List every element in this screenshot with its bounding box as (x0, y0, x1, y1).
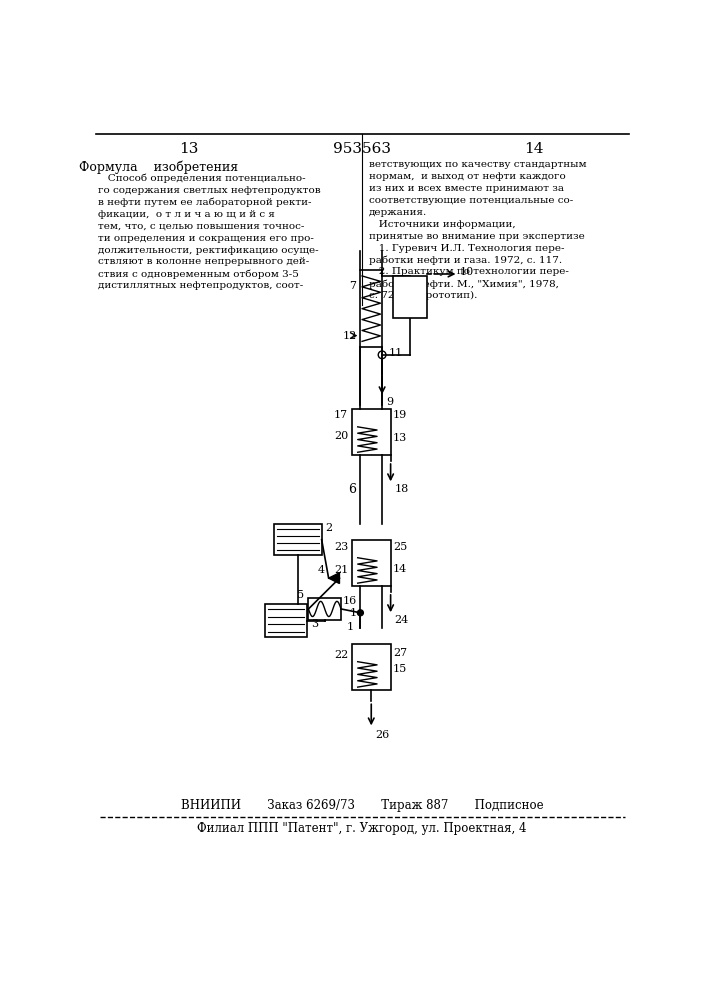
Text: 24: 24 (395, 615, 409, 625)
Text: соответствующие потенциальные со-: соответствующие потенциальные со- (369, 196, 573, 205)
Text: 6: 6 (349, 483, 356, 496)
Text: 20: 20 (334, 431, 348, 441)
Text: 15: 15 (393, 664, 407, 674)
Text: Источники информации,: Источники информации, (369, 220, 515, 229)
Text: 9: 9 (386, 397, 393, 407)
Text: 1: 1 (349, 608, 356, 618)
Text: с. 72-73 (прототип).: с. 72-73 (прототип). (369, 291, 477, 300)
Text: 1: 1 (347, 622, 354, 632)
Text: 27: 27 (393, 648, 407, 658)
Text: 16: 16 (342, 596, 356, 606)
Text: 2: 2 (325, 523, 333, 533)
Text: 8: 8 (416, 292, 423, 302)
Text: 23: 23 (334, 542, 348, 552)
Text: 953563: 953563 (333, 142, 391, 156)
Text: 17: 17 (334, 410, 348, 420)
Text: ти определения и сокращения его про-: ти определения и сокращения его про- (98, 234, 313, 243)
Bar (274, 524, 322, 555)
Bar (352, 644, 391, 690)
Text: 14: 14 (525, 142, 544, 156)
Text: дистиллятных нефтепродуктов, соот-: дистиллятных нефтепродуктов, соот- (98, 281, 303, 290)
Text: из них и всех вместе принимают за: из них и всех вместе принимают за (369, 184, 564, 193)
Text: держания.: держания. (369, 208, 427, 217)
Text: 3: 3 (311, 619, 318, 629)
Bar (308, 598, 341, 620)
Text: в нефти путем ее лабораторной ректи-: в нефти путем ее лабораторной ректи- (98, 198, 311, 207)
Bar (264, 604, 308, 637)
Text: ствия с одновременным отбором 3-5: ствия с одновременным отбором 3-5 (98, 269, 298, 279)
Text: 5: 5 (298, 590, 305, 600)
Text: работки нефти и газа. 1972, с. 117.: работки нефти и газа. 1972, с. 117. (369, 256, 562, 265)
Text: Способ определения потенциально-: Способ определения потенциально- (98, 174, 305, 183)
Text: Филиал ППП "Патент", г. Ужгород, ул. Проектная, 4: Филиал ППП "Патент", г. Ужгород, ул. Про… (197, 822, 527, 835)
Text: ствляют в колонне непрерывного дей-: ствляют в колонне непрерывного дей- (98, 257, 309, 266)
Text: 13: 13 (393, 433, 407, 443)
Text: 13: 13 (180, 142, 199, 156)
Polygon shape (329, 573, 339, 584)
Text: 21: 21 (334, 565, 348, 575)
Circle shape (357, 610, 363, 616)
Text: 4: 4 (317, 565, 325, 575)
Text: 1. Гуревич И.Л. Технология пере-: 1. Гуревич И.Л. Технология пере- (369, 244, 564, 253)
Text: ВНИИПИ       Заказ 6269/73       Тираж 887       Подписное: ВНИИПИ Заказ 6269/73 Тираж 887 Подписное (180, 799, 543, 812)
Bar (352, 540, 391, 586)
Bar (361, 270, 382, 347)
Text: 19: 19 (393, 410, 407, 420)
Text: тем, что, с целью повышения точнос-: тем, что, с целью повышения точнос- (98, 222, 304, 231)
Text: должительности, ректификацию осуще-: должительности, ректификацию осуще- (98, 246, 318, 255)
Text: 2. Практикум по технологии пере-: 2. Практикум по технологии пере- (369, 267, 569, 276)
Bar (352, 409, 391, 455)
Text: го содержания светлых нефтепродуктов: го содержания светлых нефтепродуктов (98, 186, 320, 195)
Text: 14: 14 (393, 564, 407, 574)
Text: ветствующих по качеству стандартным: ветствующих по качеству стандартным (369, 160, 587, 169)
Text: 22: 22 (334, 650, 348, 660)
Text: нормам,  и выход от нефти каждого: нормам, и выход от нефти каждого (369, 172, 566, 181)
Bar (392, 276, 428, 318)
Text: фикации,  о т л и ч а ю щ и й с я: фикации, о т л и ч а ю щ и й с я (98, 210, 274, 219)
Text: 18: 18 (395, 484, 409, 494)
Text: 12: 12 (342, 331, 356, 341)
Text: 10: 10 (460, 267, 474, 277)
Text: Формула    изобретения: Формула изобретения (78, 160, 238, 174)
Text: работки нефти. М., "Химия", 1978,: работки нефти. М., "Химия", 1978, (369, 279, 559, 289)
Text: 7: 7 (349, 281, 356, 291)
Text: 11: 11 (388, 348, 402, 358)
Text: 26: 26 (375, 730, 390, 740)
Text: принятые во внимание при экспертизе: принятые во внимание при экспертизе (369, 232, 585, 241)
Text: 25: 25 (393, 542, 407, 552)
